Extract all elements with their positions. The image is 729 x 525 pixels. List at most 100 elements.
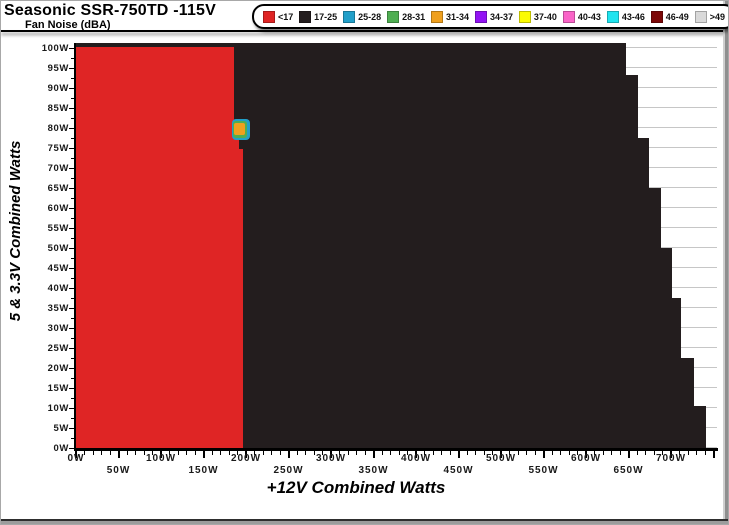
window-edge-bottom bbox=[1, 519, 728, 524]
legend-color-swatch bbox=[694, 10, 707, 23]
x-axis-tick bbox=[92, 451, 94, 455]
x-tick-label: 400W bbox=[400, 453, 432, 464]
x-tick-label: 550W bbox=[528, 465, 559, 476]
x-tick-label: 600W bbox=[570, 453, 602, 464]
x-axis-tick bbox=[84, 451, 85, 455]
legend-color-swatch bbox=[299, 10, 312, 23]
x-axis-tick bbox=[313, 451, 315, 455]
x-axis-tick bbox=[407, 451, 408, 455]
header-divider bbox=[1, 30, 728, 32]
x-axis-tick bbox=[500, 451, 502, 458]
x-axis-tick bbox=[75, 451, 77, 458]
x-axis-tick bbox=[117, 451, 120, 458]
x-axis-tick bbox=[627, 451, 630, 458]
x-axis-tick bbox=[449, 451, 451, 455]
x-axis-tick bbox=[169, 451, 170, 455]
x-axis-title: +12V Combined Watts bbox=[266, 478, 446, 497]
y-tick-label: 70W bbox=[47, 163, 69, 174]
y-axis-tick bbox=[71, 238, 74, 239]
x-axis-tick bbox=[542, 451, 545, 458]
x-axis-tick bbox=[160, 451, 162, 458]
y-axis-tick bbox=[71, 138, 74, 139]
legend-item: <17 bbox=[262, 10, 293, 23]
x-axis-tick bbox=[109, 451, 111, 455]
legend-item-label: 31-34 bbox=[446, 11, 470, 22]
x-axis-tick bbox=[135, 451, 136, 455]
y-tick-label: 65W bbox=[47, 183, 69, 194]
y-tick-label: 50W bbox=[47, 243, 69, 254]
x-axis-tick bbox=[237, 451, 238, 455]
y-tick-label: 100W bbox=[41, 43, 69, 54]
x-axis-tick bbox=[577, 451, 578, 455]
y-tick-label: 0W bbox=[53, 443, 69, 454]
x-axis-tick bbox=[194, 451, 196, 455]
x-tick-label: 450W bbox=[443, 465, 474, 476]
x-axis-tick bbox=[636, 451, 638, 455]
x-axis-tick bbox=[364, 451, 366, 455]
y-axis-tick bbox=[71, 338, 74, 339]
legend-item-label: >49 bbox=[709, 11, 726, 22]
x-axis-tick bbox=[492, 451, 493, 455]
y-axis-tick bbox=[71, 298, 74, 299]
y-axis-tick bbox=[69, 308, 74, 309]
x-axis-tick bbox=[679, 451, 680, 455]
y-axis-tick bbox=[71, 98, 74, 99]
y-tick-label: 30W bbox=[47, 323, 69, 334]
x-axis-tick bbox=[662, 451, 663, 455]
x-tick-label: 250W bbox=[273, 465, 304, 476]
x-axis-tick bbox=[152, 451, 153, 455]
y-tick-label: 55W bbox=[47, 223, 69, 234]
legend-item: 46-49 bbox=[650, 10, 689, 23]
legend-item-label: 17-25 bbox=[314, 11, 338, 22]
y-tick-label: 5W bbox=[53, 423, 69, 434]
x-axis-tick bbox=[517, 451, 519, 455]
y-axis-tick bbox=[69, 328, 74, 329]
legend-item: 28-31 bbox=[387, 10, 426, 23]
y-axis-tick bbox=[71, 258, 74, 259]
x-tick-label: 650W bbox=[613, 465, 644, 476]
y-axis-tick bbox=[71, 378, 74, 379]
legend-color-swatch bbox=[387, 10, 400, 23]
legend-item: >49 bbox=[694, 10, 726, 23]
x-axis-tick bbox=[704, 451, 706, 455]
y-axis-tick bbox=[69, 348, 74, 349]
x-axis-tick bbox=[483, 451, 485, 455]
x-axis-tick bbox=[347, 451, 349, 455]
y-axis-tick bbox=[71, 218, 74, 219]
x-axis-tick bbox=[381, 451, 383, 455]
x-axis-tick bbox=[509, 451, 510, 455]
y-tick-label: 15W bbox=[47, 383, 69, 394]
y-tick-label: 20W bbox=[47, 363, 69, 374]
x-axis-tick bbox=[619, 451, 621, 455]
y-axis-tick bbox=[71, 418, 74, 419]
x-axis-tick bbox=[696, 451, 697, 455]
x-axis-tick bbox=[245, 451, 247, 458]
x-axis-tick bbox=[220, 451, 221, 455]
legend-item-label: 37-40 bbox=[533, 11, 557, 22]
legend-color-swatch bbox=[650, 10, 663, 23]
x-axis-tick bbox=[466, 451, 468, 455]
x-axis-tick bbox=[432, 451, 434, 455]
y-tick-label: 25W bbox=[47, 343, 69, 354]
y-tick-label: 10W bbox=[47, 403, 69, 414]
x-axis-tick bbox=[712, 451, 715, 458]
legend-color-swatch bbox=[431, 10, 444, 23]
y-axis-tick bbox=[69, 208, 74, 209]
x-axis-tick bbox=[415, 451, 417, 458]
y-axis-tick bbox=[69, 148, 74, 149]
plot-area bbox=[76, 43, 717, 448]
x-axis-tick bbox=[534, 451, 536, 455]
x-axis-tick bbox=[670, 451, 672, 458]
y-tick-label: 85W bbox=[47, 103, 69, 114]
x-axis-tick bbox=[560, 451, 561, 455]
y-tick-label: 40W bbox=[47, 283, 69, 294]
y-tick-label: 45W bbox=[47, 263, 69, 274]
legend-item-label: 43-46 bbox=[621, 11, 645, 22]
x-axis-tick bbox=[279, 451, 281, 455]
x-tick-label: 350W bbox=[358, 465, 389, 476]
y-axis-tick bbox=[71, 278, 74, 279]
y-axis-tick bbox=[69, 248, 74, 249]
legend-color-swatch bbox=[562, 10, 575, 23]
x-axis-tick bbox=[262, 451, 264, 455]
legend-item-label: 28-31 bbox=[402, 11, 426, 22]
